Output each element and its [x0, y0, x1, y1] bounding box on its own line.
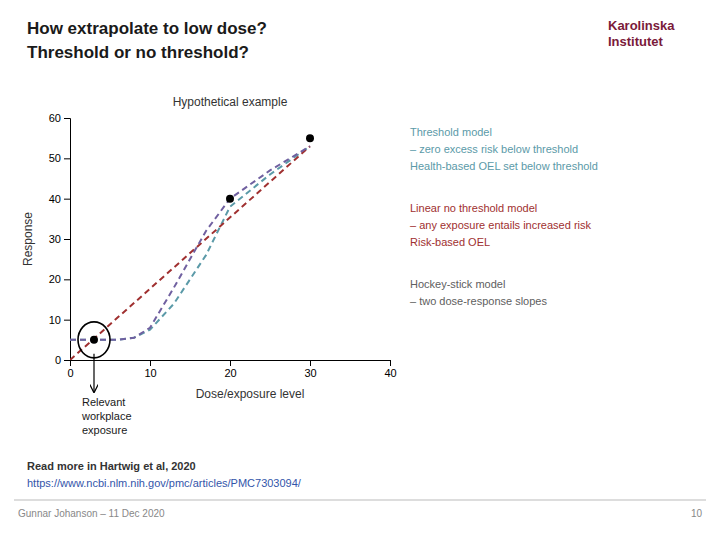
author-text: Gunnar Johanson – 11 Dec 2020 [18, 508, 165, 519]
plot-marks [70, 134, 314, 360]
threshold-text: Health-based OEL set below threshold [410, 160, 598, 172]
x-tick-label: 30 [304, 367, 316, 379]
data-point [306, 134, 314, 142]
y-tick: 40 [49, 193, 70, 205]
data-point [90, 336, 98, 344]
y-tick: 50 [49, 152, 70, 164]
annotation-hockey: Hockey-stick model – two dose-response sl… [410, 278, 547, 307]
y-tick-mark [64, 239, 70, 240]
heading-text: Threshold or no threshold? [27, 43, 249, 62]
x-tick-label: 20 [224, 367, 236, 379]
y-tick: 20 [49, 273, 70, 285]
annotation-source: Read more in Hartwig et al, 2020 [27, 460, 196, 472]
chart-title: Hypothetical example [173, 95, 288, 109]
x-axis-line [71, 361, 391, 367]
annotation-exposure: Relevant workplace exposure [81, 396, 132, 436]
model-line [70, 146, 310, 360]
x-tick: 10 [144, 360, 156, 379]
x-tick-label: 10 [144, 367, 156, 379]
hockey-text: Hockey-stick model [410, 278, 505, 290]
y-tick-label: 40 [49, 193, 61, 205]
separator [14, 500, 706, 501]
x-tick-mark [390, 360, 391, 366]
x-tick-label: 0 [67, 367, 73, 379]
x-tick: 30 [304, 360, 316, 379]
annotation-author: Gunnar Johanson – 11 Dec 2020 [18, 508, 165, 519]
x-tick-mark [150, 360, 151, 366]
exposure-text: exposure [82, 424, 127, 436]
data-point [226, 195, 234, 203]
exposure-text: workplace [81, 410, 132, 422]
annotation-arrow [93, 354, 94, 392]
annotation-logo: KarolinskaInstitutet [608, 18, 675, 49]
x-tick: 20 [224, 360, 236, 379]
y-tick-mark [64, 320, 70, 321]
annotation-page: 10 [691, 508, 703, 519]
hockey-text: – two dose-response slopes [410, 295, 547, 307]
page-text: 10 [691, 508, 703, 519]
y-tick-label: 30 [49, 233, 61, 245]
exposure-text: Relevant [82, 396, 125, 408]
link-text: https://www.ncbi.nlm.nih.gov/pmc/article… [27, 477, 302, 489]
y-axis: 0 10 20 30 40 50 60 [49, 112, 71, 366]
x-tick-label: 40 [384, 367, 396, 379]
threshold-text: Threshold model [410, 126, 492, 138]
y-tick-mark [64, 118, 70, 119]
heading-text: How extrapolate to low dose? [27, 19, 267, 38]
linear-text: Risk-based OEL [410, 236, 490, 248]
y-tick: 10 [49, 314, 70, 326]
logo-text: Karolinska [608, 18, 675, 33]
x-tick: 40 [384, 360, 396, 379]
y-tick-mark [64, 279, 70, 280]
linear-text: Linear no threshold model [410, 202, 537, 214]
model-line [70, 146, 310, 340]
x-tick-mark [310, 360, 311, 366]
y-tick: 60 [49, 112, 70, 124]
linear-text: – any exposure entails increased risk [410, 219, 591, 231]
annotation-linear: Linear no threshold model – any exposure … [410, 202, 591, 248]
x-tick: 0 [67, 360, 73, 379]
y-tick-label: 50 [49, 152, 61, 164]
x-axis: 0 10 20 30 40 [67, 360, 396, 379]
model-line [70, 146, 310, 340]
y-tick-mark [64, 158, 70, 159]
y-tick-label: 60 [49, 112, 61, 124]
x-tick-mark [230, 360, 231, 366]
scatter-series [90, 134, 314, 344]
y-axis-line [64, 119, 71, 361]
y-axis-label: Response [21, 212, 35, 266]
y-tick: 30 [49, 233, 70, 245]
annotation-link: https://www.ncbi.nlm.nih.gov/pmc/article… [27, 477, 302, 489]
y-tick-mark [64, 360, 70, 361]
source-text: Read more in Hartwig et al, 2020 [27, 460, 196, 472]
logo-text: Institutet [608, 34, 664, 49]
y-tick-mark [64, 199, 70, 200]
y-tick-label: 0 [55, 354, 61, 366]
highlight-ellipse [78, 322, 110, 358]
x-axis-label: Dose/exposure level [196, 387, 305, 401]
y-tick-label: 10 [49, 314, 61, 326]
annotation-heading: How extrapolate to low dose? Threshold or… [27, 19, 267, 62]
annotation-threshold: Threshold model – zero excess risk below … [410, 126, 598, 172]
y-tick-label: 20 [49, 273, 61, 285]
threshold-text: – zero excess risk below threshold [410, 143, 578, 155]
y-tick: 0 [55, 354, 70, 366]
chart-canvas: How extrapolate to low dose? Threshold or… [0, 0, 720, 540]
